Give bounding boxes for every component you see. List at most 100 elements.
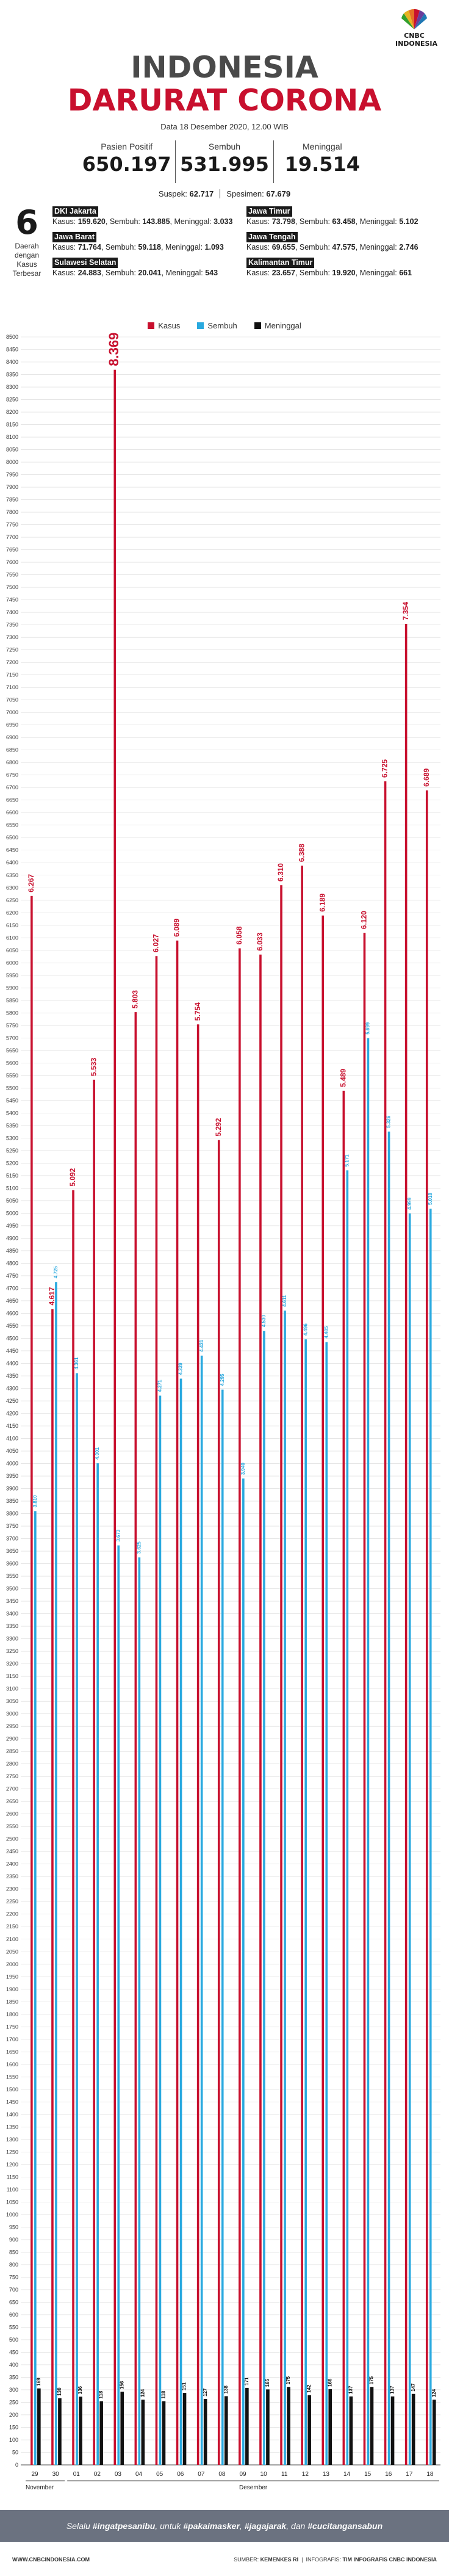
y-tick-label: 5050 <box>6 1198 18 1204</box>
kasus-label: Kasus: <box>246 268 270 277</box>
stat-sembuh: Sembuh 531.995 <box>175 140 273 183</box>
kasus-value: 23.657 <box>271 268 295 277</box>
y-tick-label: 1500 <box>6 2086 18 2093</box>
bar-sembuh <box>221 1389 224 2465</box>
y-tick-label: 2100 <box>6 1936 18 1942</box>
x-tick-label: 15 <box>364 2471 372 2478</box>
bar-kasus <box>384 781 387 2465</box>
y-tick-label: 2850 <box>6 1748 18 1754</box>
y-tick-label: 6750 <box>6 772 18 778</box>
kasus-value: 24.883 <box>77 268 101 277</box>
data-label-meninggal: 175 <box>286 2376 291 2384</box>
data-label-kasus: 6.058 <box>235 926 243 944</box>
y-tick-label: 400 <box>9 2362 18 2368</box>
province-jawa-timur: Jawa Timur Kasus: 73.798, Sembuh: 63.458… <box>246 206 448 227</box>
y-tick-label: 2500 <box>6 1836 18 1842</box>
sembuh-value: 143.885 <box>142 217 170 226</box>
y-tick-label: 3100 <box>6 1686 18 1692</box>
bar-kasus <box>134 1012 137 2465</box>
y-tick-label: 5100 <box>6 1185 18 1191</box>
y-tick-label: 3600 <box>6 1561 18 1567</box>
y-tick-label: 6050 <box>6 947 18 953</box>
y-tick-label: 7450 <box>6 597 18 603</box>
bar-kasus <box>72 1190 74 2465</box>
x-tick-label: 08 <box>218 2471 226 2478</box>
y-tick-label: 2250 <box>6 1898 18 1905</box>
x-tick-label: 17 <box>406 2471 413 2478</box>
y-tick-label: 7650 <box>6 547 18 553</box>
daily-cases-chart: 0501001502002503003504004505005506006507… <box>6 333 440 2491</box>
meninggal-value: 2.746 <box>399 242 418 251</box>
footer-tag: #ingatpesanibu <box>92 2521 156 2531</box>
y-tick-label: 350 <box>9 2374 18 2380</box>
y-tick-label: 2900 <box>6 1736 18 1742</box>
x-tick-label: 18 <box>426 2471 434 2478</box>
y-tick-label: 7000 <box>6 709 18 715</box>
data-label-meninggal: 137 <box>390 2386 395 2394</box>
stat-label: Sembuh <box>208 142 241 151</box>
kasus-value: 69.655 <box>271 242 295 251</box>
province-name: Jawa Tengah <box>246 232 298 242</box>
data-label-meninggal: 165 <box>265 2378 270 2387</box>
kasus-label: Kasus: <box>246 242 270 251</box>
y-tick-label: 5250 <box>6 1148 18 1154</box>
data-label-meninggal: 138 <box>223 2386 229 2394</box>
y-tick-label: 7850 <box>6 497 18 503</box>
y-tick-label: 4750 <box>6 1273 18 1279</box>
x-tick-label: 05 <box>156 2471 163 2478</box>
source-value: KEMENKES RI <box>260 2556 299 2563</box>
bar-meninggal <box>141 2400 145 2465</box>
y-tick-label: 6650 <box>6 797 18 803</box>
y-tick-label: 150 <box>9 2424 18 2430</box>
rank-number: 6 <box>15 203 38 242</box>
sembuh-value: 20.041 <box>138 268 162 277</box>
data-label-kasus: 6.267 <box>27 874 35 892</box>
y-tick-label: 2000 <box>6 1961 18 1967</box>
y-tick-label: 1900 <box>6 1986 18 1992</box>
y-tick-label: 3750 <box>6 1523 18 1529</box>
data-label-meninggal: 118 <box>98 2390 104 2398</box>
y-tick-label: 5000 <box>6 1210 18 1216</box>
data-date: Data 18 Desember 2020, 12.00 WIB <box>160 122 289 131</box>
province-name: Jawa Barat <box>52 232 97 242</box>
website-url: WWW.CNBCINDONESIA.COM <box>12 2556 90 2563</box>
suspek-label: Suspek: <box>158 189 187 198</box>
y-tick-label: 8450 <box>6 347 18 353</box>
data-label-sembuh: 4.339 <box>178 1362 184 1375</box>
data-label-sembuh: 3.625 <box>136 1541 142 1554</box>
y-tick-label: 5550 <box>6 1073 18 1079</box>
province-stats: Kasus: 69.655, Sembuh: 47.575, Meninggal… <box>246 242 418 251</box>
y-tick-label: 5350 <box>6 1123 18 1129</box>
data-label-meninggal: 175 <box>369 2376 375 2384</box>
data-label-sembuh: 4.361 <box>74 1357 79 1370</box>
kasus-value: 159.620 <box>77 217 106 226</box>
y-tick-label: 6550 <box>6 822 18 828</box>
province-jawa-barat: Jawa Barat Kasus: 71.764, Sembuh: 59.118… <box>52 232 254 253</box>
kasus-label: Kasus: <box>246 217 270 226</box>
bar-meninggal <box>203 2398 207 2465</box>
bar-sembuh <box>346 1170 349 2465</box>
y-tick-label: 4000 <box>6 1461 18 1467</box>
stat-positif: Pasien Positif 650.197 <box>78 140 175 183</box>
kasus-value: 73.798 <box>271 217 295 226</box>
y-tick-label: 800 <box>9 2262 18 2268</box>
province-jawa-tengah: Jawa Tengah Kasus: 69.655, Sembuh: 47.57… <box>246 232 448 253</box>
bar-sembuh <box>55 1282 57 2465</box>
y-tick-label: 850 <box>9 2249 18 2255</box>
y-tick-label: 2400 <box>6 1861 18 1867</box>
sembuh-label: Sembuh: <box>105 242 136 251</box>
data-label-sembuh: 4.271 <box>157 1380 163 1392</box>
legend-label: Sembuh <box>207 321 237 330</box>
bar-kasus <box>93 1079 95 2465</box>
bar-sembuh <box>138 1557 141 2465</box>
y-tick-label: 4200 <box>6 1411 18 1417</box>
y-tick-label: 3850 <box>6 1498 18 1504</box>
bar-kasus <box>363 933 366 2465</box>
bar-meninggal <box>58 2398 62 2465</box>
y-tick-label: 6200 <box>6 910 18 916</box>
data-label-sembuh: 4.496 <box>303 1323 308 1336</box>
y-tick-label: 2050 <box>6 1948 18 1955</box>
y-tick-label: 1450 <box>6 2099 18 2105</box>
y-tick-label: 5850 <box>6 997 18 1004</box>
y-tick-label: 1800 <box>6 2011 18 2017</box>
